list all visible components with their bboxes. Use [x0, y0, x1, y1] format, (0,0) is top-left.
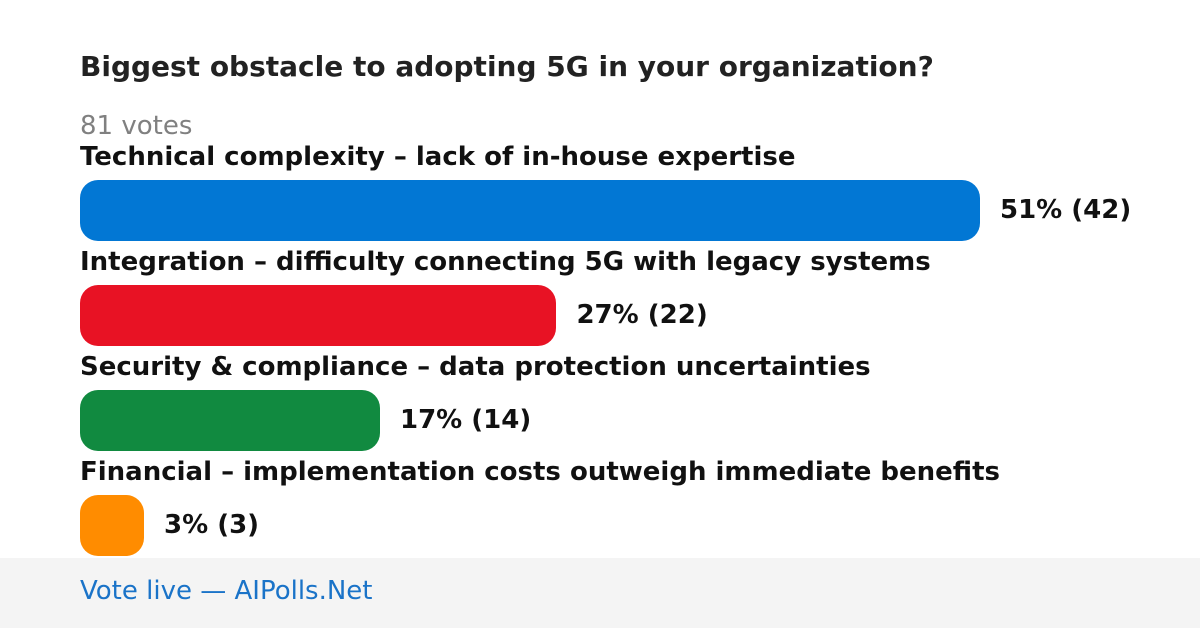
option-label: Financial – implementation costs outweig…: [80, 457, 1000, 487]
result-bar: [80, 495, 144, 556]
result-bar: [80, 390, 380, 451]
result-value-label: 17% (14): [400, 405, 532, 435]
footer-bar: [0, 558, 1200, 628]
result-bar: [80, 180, 980, 241]
poll-title: Biggest obstacle to adopting 5G in your …: [80, 50, 934, 83]
option-label: Security & compliance – data protection …: [80, 352, 871, 382]
vote-count: 81 votes: [80, 111, 193, 141]
result-value-label: 27% (22): [576, 300, 708, 330]
result-value-label: 51% (42): [1000, 195, 1132, 225]
result-bar: [80, 285, 557, 346]
vote-live-link[interactable]: Vote live — AIPolls.Net: [80, 576, 373, 606]
option-label: Integration – difficulty connecting 5G w…: [80, 247, 931, 277]
result-value-label: 3% (3): [164, 510, 260, 540]
option-label: Technical complexity – lack of in-house …: [80, 142, 796, 172]
